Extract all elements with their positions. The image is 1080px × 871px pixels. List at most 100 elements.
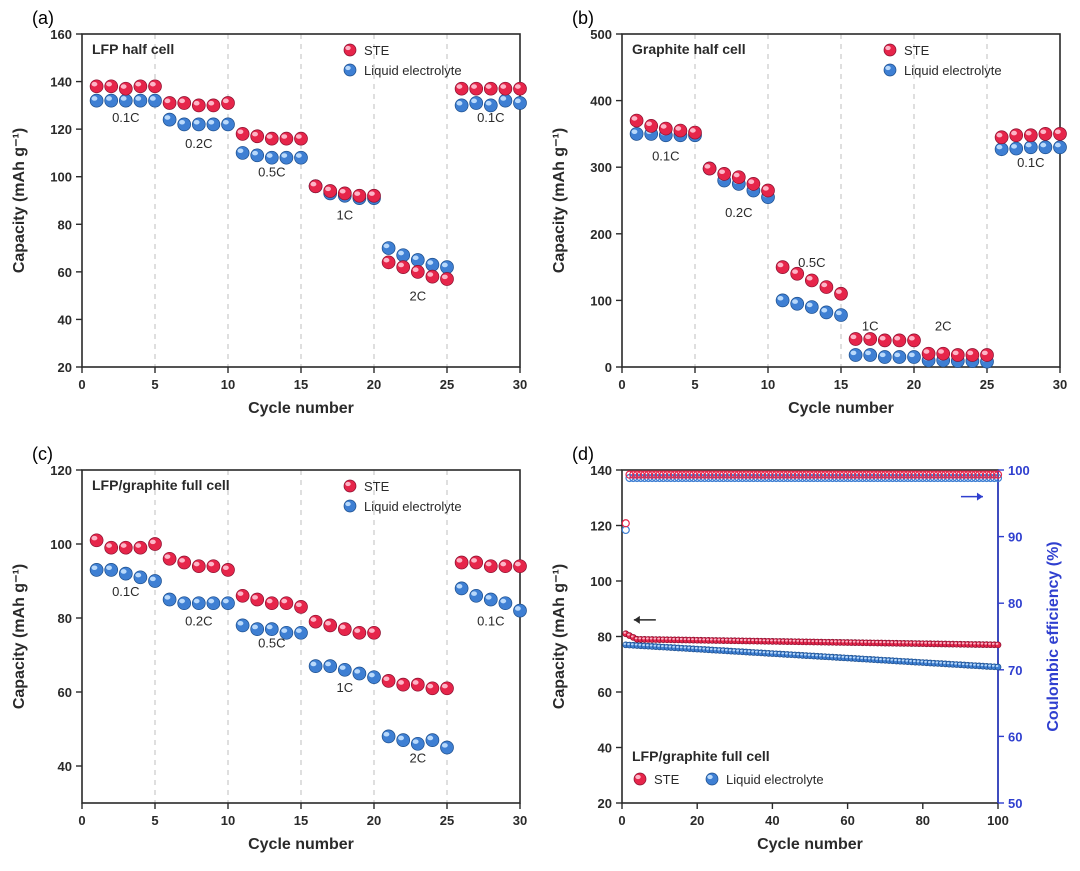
svg-text:500: 500: [590, 27, 612, 42]
svg-text:Liquid electrolyte: Liquid electrolyte: [726, 772, 824, 787]
svg-text:80: 80: [1008, 596, 1022, 611]
svg-text:20: 20: [690, 813, 704, 828]
svg-text:10: 10: [221, 813, 235, 828]
svg-text:5: 5: [151, 377, 158, 392]
svg-text:40: 40: [598, 740, 612, 755]
svg-text:140: 140: [50, 75, 72, 90]
svg-text:25: 25: [980, 377, 994, 392]
svg-text:10: 10: [221, 377, 235, 392]
panel-b-label: (b): [572, 8, 594, 29]
svg-text:100: 100: [590, 293, 612, 308]
svg-text:2C: 2C: [409, 288, 426, 303]
svg-text:0: 0: [618, 813, 625, 828]
svg-text:100: 100: [590, 574, 612, 589]
svg-text:0.2C: 0.2C: [185, 136, 212, 151]
svg-text:Coulombic efficiency (%): Coulombic efficiency (%): [1045, 541, 1062, 731]
svg-text:40: 40: [58, 312, 72, 327]
svg-text:0.5C: 0.5C: [258, 635, 285, 650]
svg-text:Graphite half cell: Graphite half cell: [632, 41, 746, 57]
svg-text:Liquid electrolyte: Liquid electrolyte: [904, 63, 1002, 78]
svg-text:90: 90: [1008, 529, 1022, 544]
svg-text:100: 100: [50, 537, 72, 552]
svg-text:60: 60: [840, 813, 854, 828]
svg-text:STE: STE: [904, 43, 930, 58]
svg-text:15: 15: [294, 377, 308, 392]
panel-a: (a) 05101520253020406080100120140160Cycl…: [4, 4, 536, 432]
svg-text:Liquid electrolyte: Liquid electrolyte: [364, 63, 462, 78]
chart-c: 051015202530406080100120Cycle numberCapa…: [4, 440, 536, 865]
panel-a-label: (a): [32, 8, 54, 29]
svg-text:Capacity (mAh g⁻¹): Capacity (mAh g⁻¹): [551, 128, 568, 273]
svg-text:100: 100: [987, 813, 1009, 828]
svg-text:60: 60: [1008, 729, 1022, 744]
svg-text:1C: 1C: [862, 318, 879, 333]
svg-text:50: 50: [1008, 796, 1022, 811]
svg-text:Capacity (mAh g⁻¹): Capacity (mAh g⁻¹): [551, 563, 568, 708]
chart-d: 0 20 40 60 80 100 20 40 60 80 100 120 140 50 60 70 80 90 1…: [544, 440, 1076, 865]
svg-text:20: 20: [367, 813, 381, 828]
svg-text:Cycle number: Cycle number: [788, 400, 894, 417]
svg-text:0.1C: 0.1C: [477, 613, 504, 628]
svg-text:LFP half cell: LFP half cell: [92, 41, 174, 57]
svg-text:20: 20: [907, 377, 921, 392]
svg-text:80: 80: [598, 629, 612, 644]
svg-text:80: 80: [58, 611, 72, 626]
svg-text:15: 15: [834, 377, 848, 392]
svg-text:25: 25: [440, 377, 454, 392]
svg-text:1C: 1C: [336, 680, 353, 695]
figure-grid: (a) 05101520253020406080100120140160Cycl…: [0, 0, 1080, 871]
svg-text:0: 0: [78, 377, 85, 392]
panel-c: (c) 051015202530406080100120Cycle number…: [4, 440, 536, 868]
svg-text:100: 100: [1008, 463, 1030, 478]
svg-text:60: 60: [58, 265, 72, 280]
svg-text:STE: STE: [654, 772, 680, 787]
svg-text:15: 15: [294, 813, 308, 828]
panel-d-label: (d): [572, 444, 594, 465]
svg-text:0.1C: 0.1C: [477, 110, 504, 125]
svg-text:Liquid electrolyte: Liquid electrolyte: [364, 499, 462, 514]
svg-text:2C: 2C: [409, 750, 426, 765]
svg-text:100: 100: [50, 170, 72, 185]
svg-text:40: 40: [765, 813, 779, 828]
svg-text:20: 20: [58, 360, 72, 375]
svg-text:80: 80: [916, 813, 930, 828]
svg-text:Cycle number: Cycle number: [757, 836, 863, 853]
svg-text:400: 400: [590, 94, 612, 109]
svg-text:40: 40: [58, 759, 72, 774]
svg-text:5: 5: [691, 377, 698, 392]
svg-text:60: 60: [598, 685, 612, 700]
panel-c-label: (c): [32, 444, 53, 465]
svg-text:1C: 1C: [336, 208, 353, 223]
svg-text:0.1C: 0.1C: [652, 149, 679, 164]
svg-text:80: 80: [58, 217, 72, 232]
chart-a: 05101520253020406080100120140160Cycle nu…: [4, 4, 536, 429]
svg-text:30: 30: [1053, 377, 1067, 392]
svg-text:STE: STE: [364, 479, 390, 494]
svg-text:0: 0: [618, 377, 625, 392]
svg-text:STE: STE: [364, 43, 390, 58]
svg-text:160: 160: [50, 27, 72, 42]
svg-text:70: 70: [1008, 662, 1022, 677]
svg-text:Cycle number: Cycle number: [248, 400, 354, 417]
svg-text:30: 30: [513, 813, 527, 828]
chart-b: 0510152025300100200300400500Cycle number…: [544, 4, 1076, 429]
svg-text:25: 25: [440, 813, 454, 828]
svg-text:5: 5: [151, 813, 158, 828]
svg-text:30: 30: [513, 377, 527, 392]
svg-text:0.2C: 0.2C: [185, 613, 212, 628]
svg-text:20: 20: [367, 377, 381, 392]
svg-text:200: 200: [590, 227, 612, 242]
svg-text:120: 120: [590, 518, 612, 533]
svg-text:140: 140: [590, 463, 612, 478]
svg-text:20: 20: [598, 796, 612, 811]
svg-text:10: 10: [761, 377, 775, 392]
svg-text:0.1C: 0.1C: [112, 110, 139, 125]
svg-text:0.5C: 0.5C: [798, 255, 825, 270]
svg-text:LFP/graphite full cell: LFP/graphite full cell: [92, 477, 230, 493]
svg-text:2C: 2C: [935, 318, 952, 333]
panel-d: (d) 0 20 40 60 80 100 20 40 60 80 100 120 140 50 60 70 8…: [544, 440, 1076, 868]
svg-text:Cycle number: Cycle number: [248, 836, 354, 853]
svg-text:60: 60: [58, 685, 72, 700]
svg-text:0: 0: [605, 360, 612, 375]
svg-text:0.1C: 0.1C: [1017, 155, 1044, 170]
